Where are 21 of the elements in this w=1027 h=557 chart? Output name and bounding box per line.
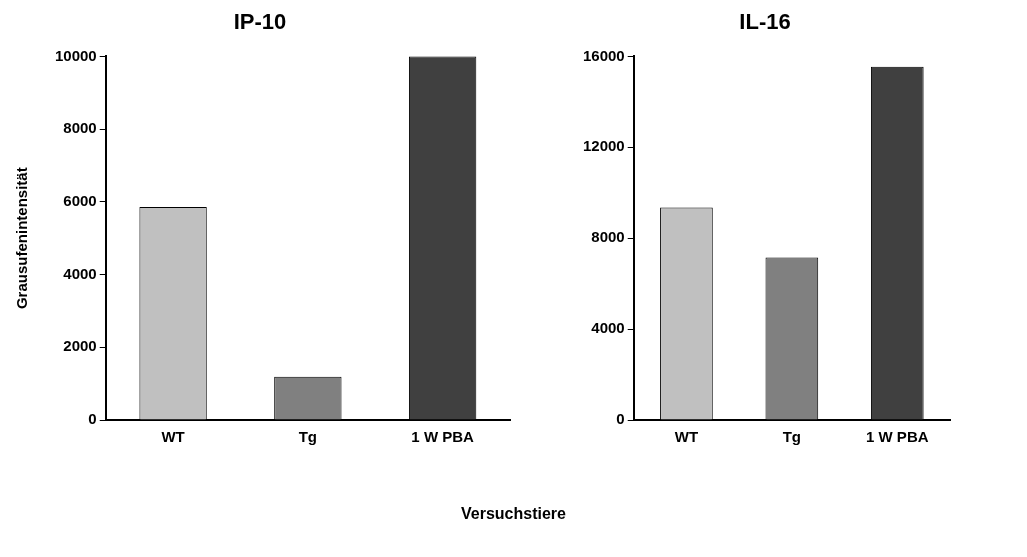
y-axis-title: Grausufenintensität	[13, 167, 31, 310]
y-tick-label: 4000	[591, 319, 625, 337]
x-axis-title: Versuchstiere	[460, 505, 567, 523]
y-tick-label: 2000	[63, 337, 97, 355]
x-tick-label: Tg	[298, 428, 318, 446]
y-tick-label: 16000	[582, 46, 625, 64]
y-tick-label: 0	[88, 410, 97, 428]
y-tick-label: 8000	[63, 119, 97, 137]
x-tick-label: WT	[674, 428, 699, 446]
y-tick-label: 12000	[582, 137, 625, 155]
y-tick-label: 0	[616, 410, 625, 428]
x-tick-label: Tg	[782, 428, 802, 446]
x-tick-label: 1 W PBA	[411, 428, 475, 446]
y-tick-label: 4000	[63, 264, 97, 282]
y-tick-label: 10000	[54, 46, 97, 64]
chart-title: IL-16	[739, 9, 791, 35]
y-tick-label: 6000	[63, 191, 97, 209]
x-tick-label: 1 W PBA	[866, 428, 929, 446]
chart-title: IP-10	[233, 9, 287, 35]
x-tick-label: WT	[161, 428, 185, 446]
y-tick-label: 8000	[591, 228, 625, 246]
